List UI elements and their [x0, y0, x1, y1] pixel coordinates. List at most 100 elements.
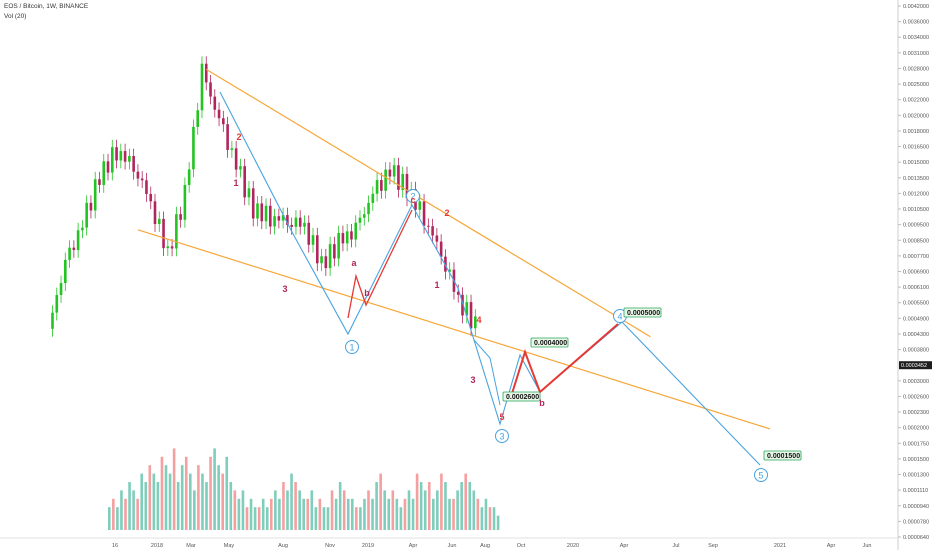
chart-title: EOS / Bitcoin, 1W, BINANCE	[4, 3, 89, 10]
time-tick-label: Jun	[863, 543, 872, 549]
volume-bar	[322, 507, 326, 530]
volume-bar	[229, 482, 233, 530]
time-axis: 16 2018 Mar May Aug Nov 2019 Apr Jun Aug Oct 2020 Ap…	[0, 537, 898, 549]
wave-circle-3	[495, 429, 509, 443]
volume-bar	[184, 456, 188, 530]
candle-body	[226, 124, 229, 150]
volume-bar	[326, 507, 330, 530]
price-tick-label: 0.0015000	[903, 160, 929, 166]
volume-bar	[249, 498, 253, 530]
volume-bar	[274, 490, 277, 530]
volume-bar	[330, 490, 334, 530]
candle-body	[192, 126, 195, 170]
volume-bar	[383, 490, 386, 530]
volume-bar	[278, 498, 281, 530]
wave-labels: 12345213abc21435b0.00040000.00026000.000…	[233, 132, 802, 482]
volume-bar	[379, 473, 382, 530]
time-tick-label: Apr	[409, 543, 418, 549]
candle-body	[170, 246, 174, 249]
price-target-box	[502, 391, 541, 402]
candle-body	[149, 193, 153, 202]
volume-bar	[342, 490, 346, 530]
candle-body	[422, 201, 426, 226]
time-tick-label: May	[224, 543, 235, 549]
candle-body	[51, 312, 54, 329]
price-tick-label: 0.0002300	[903, 410, 929, 416]
volume-bar	[440, 473, 443, 530]
price-tick-label: 0.0036000	[903, 20, 929, 26]
candle-body	[217, 109, 221, 119]
volume-bar	[415, 473, 419, 530]
volume-bar	[221, 473, 224, 530]
volume-bar	[367, 490, 370, 530]
time-tick-label: Apr	[827, 543, 836, 549]
current-price-label: 0.0003452	[901, 363, 927, 369]
candlesticks	[51, 56, 477, 337]
candle-body	[290, 224, 293, 227]
candle-body	[294, 217, 298, 227]
price-tick-label: 0.0018000	[903, 129, 929, 135]
volume-bar	[164, 465, 168, 530]
volume-bar	[472, 490, 476, 530]
volume-bar	[456, 490, 459, 530]
volume-bar	[391, 490, 395, 530]
wave-circle-1	[345, 340, 359, 354]
volume-bar	[108, 507, 111, 530]
candle-body	[456, 291, 460, 295]
candle-body	[102, 161, 106, 185]
volume-bar	[233, 490, 237, 530]
volume-bar	[213, 448, 216, 530]
price-target-label: 0.0002600	[506, 394, 539, 401]
candle-body	[367, 202, 370, 215]
volume-bar	[338, 482, 342, 530]
candle-body	[222, 118, 225, 125]
candle-body	[448, 269, 451, 272]
volume-bar	[496, 515, 500, 530]
candle-body	[401, 173, 405, 190]
candle-body	[132, 155, 135, 172]
volume-bar	[355, 507, 358, 530]
volume-bar	[436, 490, 439, 530]
volume-bar	[302, 498, 305, 530]
volume-bar	[407, 490, 411, 530]
price-target-label: 0.0001500	[767, 453, 800, 460]
candle-body	[119, 151, 123, 161]
candle-body	[239, 166, 242, 170]
volume-bar	[116, 507, 119, 530]
candle-body	[269, 205, 272, 227]
wave-circle-2	[406, 189, 420, 203]
candle-body	[64, 259, 67, 284]
volume-bar	[144, 482, 148, 530]
candle-body	[435, 235, 439, 242]
wave-sublabel: a	[351, 258, 357, 268]
lower-support-trendline	[137, 229, 771, 430]
candle-body	[298, 217, 302, 227]
candle-body	[166, 246, 170, 249]
volume-bar	[112, 498, 115, 530]
volume-bar	[351, 498, 354, 530]
candle-body	[243, 166, 246, 198]
candle-body	[320, 256, 323, 264]
candle-body	[200, 63, 204, 111]
volume-bar	[160, 456, 164, 530]
price-tick-label: 0.0012000	[903, 191, 929, 197]
candle-body	[307, 222, 311, 245]
volume-indicator-label: Vol (20)	[4, 13, 27, 20]
volume-bar	[419, 482, 423, 530]
candle-body	[328, 244, 332, 269]
wave-sublabel: b	[539, 398, 545, 408]
price-target-box	[530, 337, 569, 348]
candle-body	[439, 241, 443, 257]
price-tick-label: 0.0025000	[903, 82, 929, 88]
volume-bar	[399, 507, 403, 530]
volume-bar	[176, 482, 180, 530]
candle-body	[140, 178, 144, 181]
candle-body	[384, 169, 387, 191]
time-tick-label: Apr	[620, 543, 629, 549]
wave-circle-5	[754, 468, 768, 482]
price-tick-label: 0.0004900	[903, 316, 929, 322]
candle-body	[427, 225, 430, 227]
candle-body	[388, 169, 392, 177]
price-tick-label: 0.0001750	[903, 441, 929, 447]
